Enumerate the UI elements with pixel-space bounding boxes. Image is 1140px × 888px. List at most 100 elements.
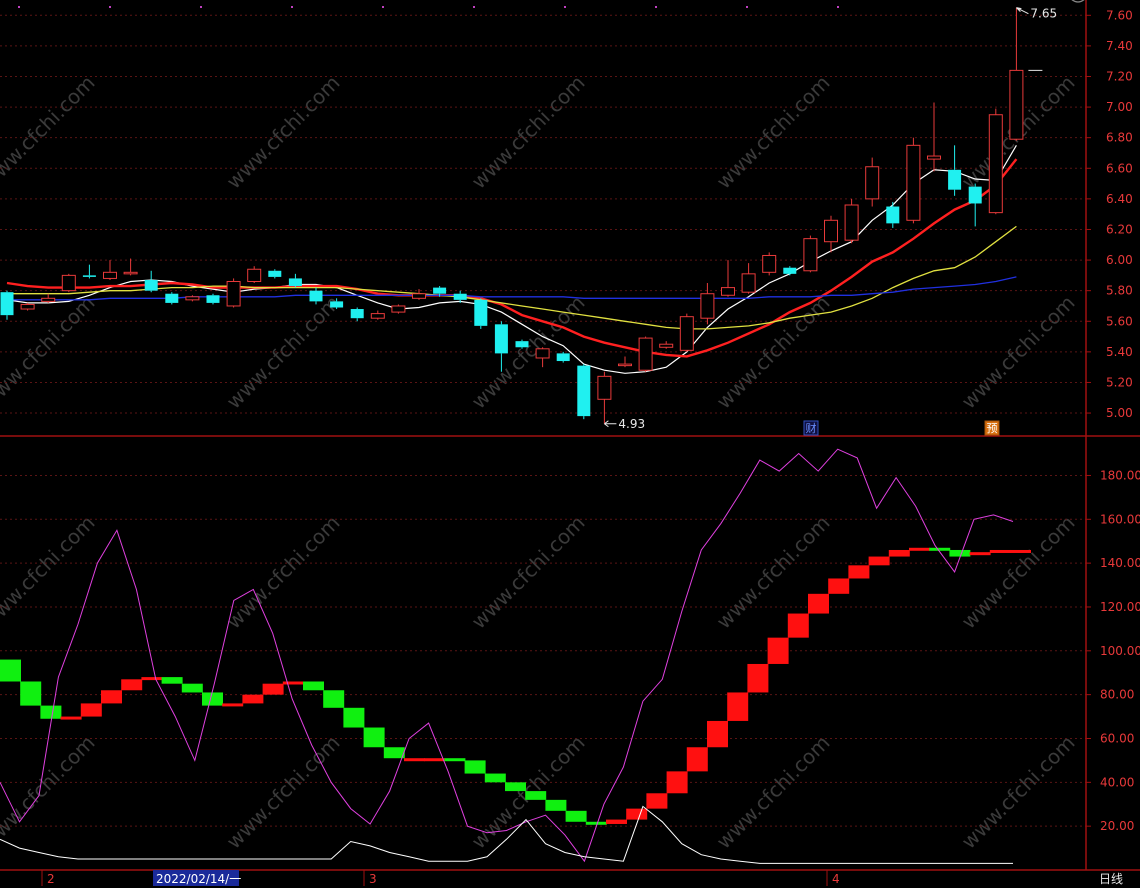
candle-body — [618, 363, 632, 367]
step-block-down — [929, 547, 951, 551]
price-annotations: 7.65 4.93 财 预 — [604, 7, 1057, 436]
candle-body — [0, 292, 14, 316]
step-block-up — [1010, 549, 1031, 553]
top-marker-dot — [382, 6, 384, 8]
candle-body — [350, 309, 364, 319]
indicator-tick-label: 120.00 — [1100, 600, 1140, 614]
candle-body — [865, 166, 880, 200]
step-block-up — [707, 720, 728, 748]
candle-body — [721, 287, 735, 296]
candle-body — [535, 348, 550, 359]
price-tick-label: 7.00 — [1106, 100, 1133, 114]
step-block-up — [848, 565, 870, 579]
step-block-down — [565, 810, 587, 822]
price-tick-label: 5.40 — [1106, 345, 1133, 359]
candle-body — [391, 305, 406, 313]
ma-line-ma20 — [7, 225, 1017, 330]
corner-scroll-icon[interactable] — [1070, 0, 1086, 3]
step-block-down — [444, 758, 466, 762]
candle-body — [288, 278, 302, 287]
candle-body — [453, 293, 467, 300]
candle-body — [988, 114, 1003, 214]
step-block-down — [949, 549, 971, 557]
candle — [494, 321, 508, 372]
step-block-up — [222, 703, 244, 707]
event-mark-finance[interactable]: 财 — [803, 420, 819, 436]
candle — [474, 298, 488, 329]
step-block-down — [40, 705, 62, 719]
high-price-label: 7.65 — [1030, 7, 1057, 21]
candle-body — [185, 296, 200, 301]
candle — [103, 260, 117, 280]
step-block-down — [323, 690, 345, 708]
step-block-up — [646, 793, 668, 809]
candle-body — [556, 353, 570, 362]
date-cursor[interactable]: 2022/02/14/一 — [153, 870, 241, 886]
candle — [370, 310, 385, 320]
candle — [391, 304, 406, 314]
candle-body — [206, 295, 220, 303]
date-cursor-label: 2022/02/14/一 — [156, 872, 241, 886]
top-marker-dot — [655, 6, 657, 8]
candle-body — [927, 155, 941, 160]
step-block-up — [626, 808, 648, 820]
candle-body — [906, 144, 921, 221]
candle-body — [886, 206, 900, 224]
price-tick-label: 6.80 — [1106, 131, 1133, 145]
price-tick-label: 7.60 — [1106, 8, 1133, 22]
candle-body — [247, 268, 262, 282]
candle — [577, 364, 591, 420]
candle-body — [123, 271, 138, 275]
price-tick-label: 6.60 — [1106, 161, 1133, 175]
candle — [906, 137, 921, 224]
indicator-axis: 20.00 40.00 60.00 80.00 100.00 120.00 140.00 16… — [1086, 468, 1140, 833]
candlestick-series — [0, 7, 1024, 424]
candle — [515, 339, 529, 349]
indicator-tick-label: 20.00 — [1100, 819, 1134, 833]
low-price-label: 4.93 — [618, 417, 645, 431]
top-marker-dot — [18, 6, 20, 8]
candle — [268, 269, 282, 279]
candle — [762, 252, 777, 276]
candle — [927, 102, 941, 172]
price-tick-label: 6.40 — [1106, 192, 1133, 206]
candle-body — [515, 341, 529, 348]
step-block-up — [969, 552, 991, 556]
candle-body — [268, 270, 282, 277]
step-block-up — [808, 593, 829, 614]
timeframe-label[interactable]: 日线 — [1099, 872, 1123, 886]
candle — [185, 295, 200, 302]
candle — [741, 263, 756, 294]
candle — [247, 266, 262, 284]
step-block-up — [686, 747, 708, 772]
step-block-down — [0, 659, 21, 682]
time-axis: 2 3 4 — [41, 870, 840, 886]
candle — [123, 258, 138, 276]
indicator-tick-label: 100.00 — [1100, 644, 1140, 658]
candle-body — [844, 204, 859, 241]
step-block-up — [101, 690, 122, 704]
candle-body — [412, 293, 426, 299]
step-block-up — [60, 716, 82, 720]
step-block-up — [404, 758, 425, 762]
candle — [433, 286, 447, 297]
candle — [638, 336, 653, 372]
candle — [597, 371, 612, 424]
step-block-down — [343, 707, 365, 728]
candle-body — [679, 316, 694, 351]
candle — [886, 201, 900, 228]
step-block-down — [585, 821, 607, 825]
step-block-up — [282, 681, 304, 685]
event-mark-forecast[interactable]: 预 — [984, 420, 1000, 436]
low-pointer-arrow — [604, 420, 617, 428]
candle-body — [597, 375, 612, 400]
date-cursor-box — [153, 870, 239, 886]
step-block-down — [161, 677, 183, 684]
candle-body — [20, 303, 35, 310]
candle — [844, 198, 859, 244]
step-block-up — [767, 637, 789, 664]
indicator-grid — [0, 474, 1086, 827]
candle — [865, 157, 880, 207]
top-marker-dot — [837, 6, 839, 8]
candle — [0, 290, 14, 320]
